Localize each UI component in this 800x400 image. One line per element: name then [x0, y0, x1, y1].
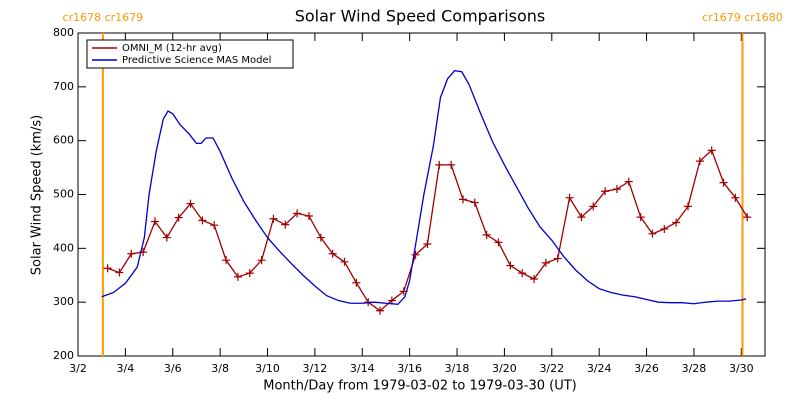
y-tick-label: 800 — [53, 26, 74, 39]
x-tick-label: 3/20 — [492, 362, 517, 375]
data-point — [411, 250, 420, 259]
x-tick-label: 3/24 — [587, 362, 612, 375]
x-tick-label: 3/2 — [69, 362, 87, 375]
data-point — [494, 238, 503, 247]
data-point — [162, 233, 171, 242]
data-point — [482, 230, 491, 239]
data-point — [316, 233, 325, 242]
x-tick-label: 3/22 — [539, 362, 564, 375]
data-point — [127, 249, 136, 258]
x-tick-label: 3/12 — [303, 362, 328, 375]
data-point — [660, 224, 669, 233]
data-point — [103, 264, 112, 273]
y-tick-label: 400 — [53, 241, 74, 254]
data-point — [624, 177, 633, 186]
y-tick-label: 700 — [53, 80, 74, 93]
data-point — [257, 256, 266, 265]
data-point — [541, 258, 550, 267]
data-point — [340, 257, 349, 266]
legend-label: Predictive Science MAS Model — [122, 55, 271, 66]
data-point — [293, 209, 302, 218]
data-point — [222, 256, 231, 265]
data-point — [233, 272, 242, 281]
y-tick-label: 500 — [53, 188, 74, 201]
data-point — [731, 193, 740, 202]
x-tick-label: 3/14 — [350, 362, 375, 375]
x-tick-label: 3/4 — [117, 362, 135, 375]
data-point — [719, 178, 728, 187]
x-tick-label: 3/18 — [445, 362, 470, 375]
y-axis-label: Solar Wind Speed (km/s) — [30, 115, 45, 275]
legend-box — [86, 39, 294, 69]
chart-title: Solar Wind Speed Comparisons — [295, 7, 546, 26]
data-point — [198, 216, 207, 225]
data-point — [565, 193, 574, 202]
data-point — [245, 269, 254, 278]
data-point — [577, 213, 586, 222]
x-tick-label: 3/8 — [211, 362, 229, 375]
data-point — [150, 217, 159, 226]
data-point — [648, 229, 657, 238]
data-point — [304, 212, 313, 221]
data-point — [589, 202, 598, 211]
data-point — [672, 218, 681, 227]
carrington-label: cr1679 cr1680 — [702, 11, 783, 24]
x-tick-label: 3/26 — [634, 362, 659, 375]
data-point — [376, 306, 385, 315]
y-tick-label: 200 — [53, 349, 74, 362]
y-tick-label: 300 — [53, 295, 74, 308]
data-point — [553, 254, 562, 263]
data-point — [470, 198, 479, 207]
plot-frame — [77, 32, 766, 357]
data-point — [174, 213, 183, 222]
data-point — [743, 213, 752, 222]
x-tick-label: 3/6 — [164, 362, 182, 375]
y-tick-label: 600 — [53, 134, 74, 147]
x-tick-label: 3/10 — [255, 362, 280, 375]
data-point — [612, 185, 621, 194]
data-point — [707, 146, 716, 155]
data-point — [328, 249, 337, 258]
data-point — [506, 261, 515, 270]
data-point — [447, 160, 456, 169]
legend-label: OMNI_M (12-hr avg) — [122, 43, 222, 54]
data-point — [695, 157, 704, 166]
data-point — [115, 268, 124, 277]
x-tick-label: 3/16 — [397, 362, 422, 375]
data-point — [210, 221, 219, 230]
data-point — [458, 195, 467, 204]
data-point — [423, 240, 432, 249]
data-point — [352, 278, 361, 287]
data-point — [269, 214, 278, 223]
data-point — [684, 202, 693, 211]
data-point — [281, 220, 290, 229]
data-point — [518, 269, 527, 278]
data-point — [435, 160, 444, 169]
x-tick-label: 3/28 — [682, 362, 707, 375]
data-point — [601, 187, 610, 196]
data-point — [530, 275, 539, 284]
series-line — [101, 69, 747, 305]
x-tick-label: 3/30 — [729, 362, 754, 375]
carrington-label: cr1678 cr1679 — [63, 11, 144, 24]
data-point — [186, 199, 195, 208]
data-point — [636, 213, 645, 222]
x-axis-label: Month/Day from 1979-03-02 to 1979-03-30 … — [263, 379, 576, 394]
